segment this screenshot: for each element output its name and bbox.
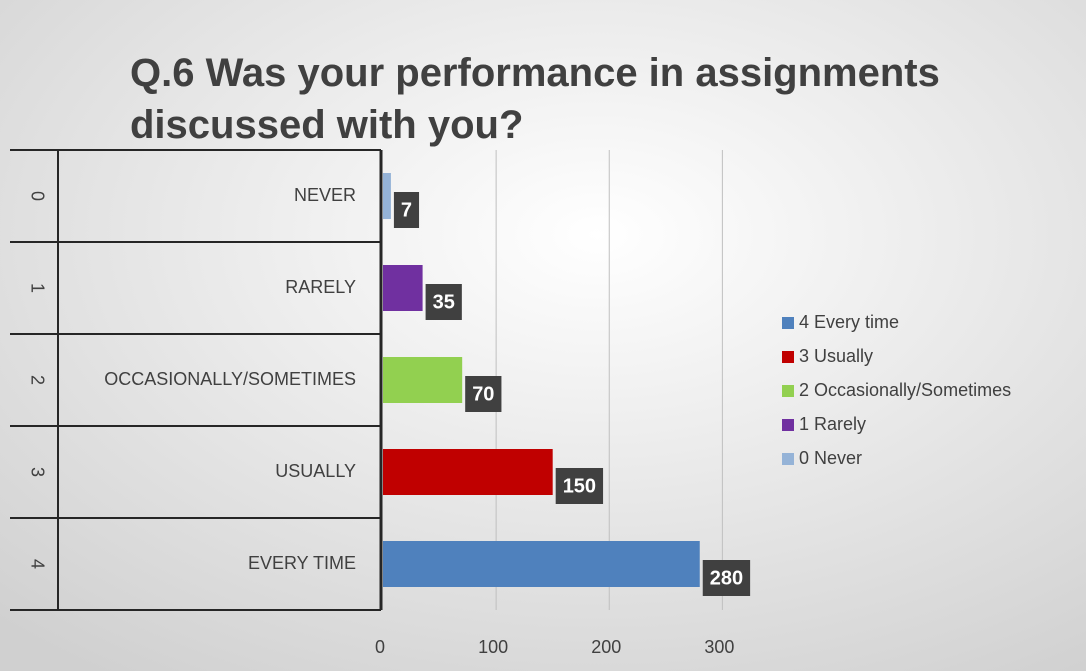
data-label: 280 [710,567,743,589]
y-tick-label: EVERY TIME [248,553,356,573]
legend-swatch [782,419,794,431]
chart-title: Q.6 Was your performance in assignments d… [130,51,940,147]
data-label: 35 [433,291,455,313]
y-tick-label: OCCASIONALLY/SOMETIMES [104,369,356,389]
bar [383,449,553,495]
data-label-box [465,376,502,412]
data-label: 70 [472,383,494,405]
x-tick-label: 100 [478,637,508,657]
legend-label: 1 Rarely [799,414,866,434]
group-label: 3 [27,467,47,477]
group-label: 0 [27,191,47,201]
legend-swatch [782,351,794,363]
x-tick-label: 0 [375,637,385,657]
legend-label: 0 Never [799,448,862,468]
bar [383,357,463,403]
group-label: 4 [27,559,47,569]
data-label-box [702,560,751,596]
x-tick-label: 200 [591,637,621,657]
y-tick-label: USUALLY [275,461,356,481]
x-tick-label: 300 [704,637,734,657]
legend-label: 2 Occasionally/Sometimes [799,380,1011,400]
group-label: 1 [27,283,47,293]
bar [383,173,391,219]
data-label-box [555,468,604,504]
bar [383,541,700,587]
data-label-box [425,284,462,320]
data-label: 7 [401,199,412,221]
legend-label: 4 Every time [799,312,899,332]
legend-label: 3 Usually [799,346,873,366]
legend-swatch [782,385,794,397]
legend-swatch [782,453,794,465]
group-label: 2 [27,375,47,385]
data-label: 150 [563,475,596,497]
legend-swatch [782,317,794,329]
y-tick-label: RARELY [285,277,356,297]
bar [383,265,423,311]
data-label-box [393,192,420,228]
y-tick-label: NEVER [294,185,356,205]
